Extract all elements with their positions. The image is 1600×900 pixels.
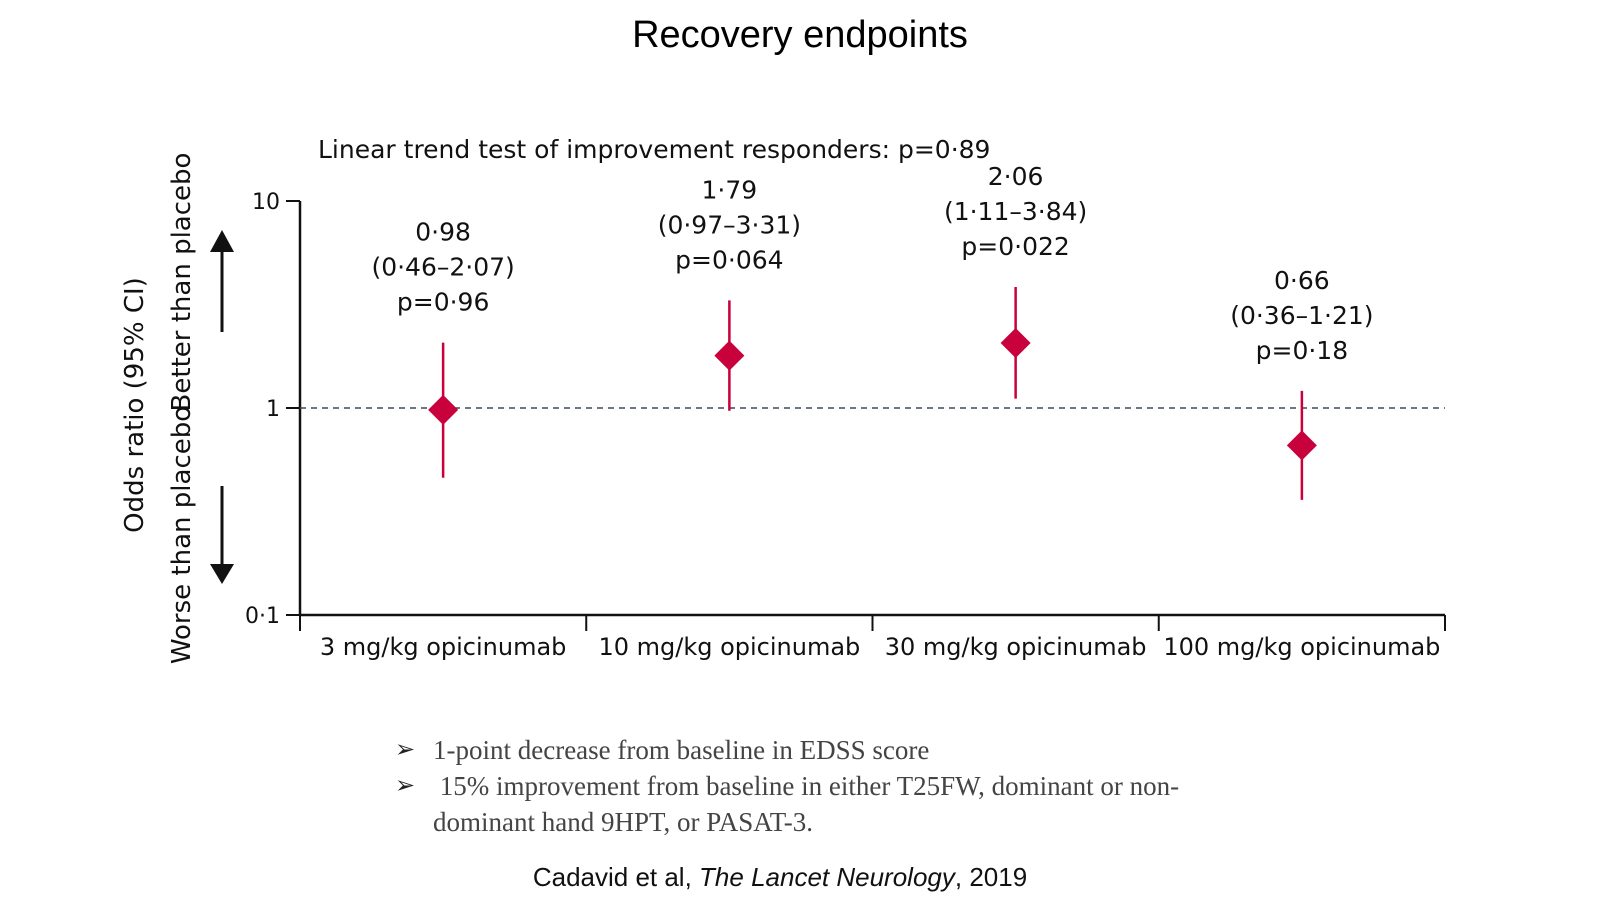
y-tick-label: 10 bbox=[252, 190, 280, 215]
or-value-label: 0·66 bbox=[1274, 266, 1330, 295]
direction-label-better: Better than placebo bbox=[167, 153, 197, 412]
bullet-list: ➢ 1-point decrease from baseline in EDSS… bbox=[395, 732, 1195, 840]
or-value-label: 0·98 bbox=[415, 218, 471, 247]
chart-subtitle: Linear trend test of improvement respond… bbox=[318, 135, 990, 164]
p-value-label: p=0·022 bbox=[961, 232, 1069, 261]
ci-value-label: (0·36–1·21) bbox=[1230, 301, 1373, 330]
bullet-text: 1-point decrease from baseline in EDSS s… bbox=[433, 735, 930, 765]
or-diamond-marker bbox=[1000, 328, 1031, 359]
bullet-text: 15% improvement from baseline in either … bbox=[433, 771, 1180, 837]
odds-ratio-chart: Linear trend test of improvement respond… bbox=[120, 135, 1446, 664]
x-category-label: 10 mg/kg opicinumab bbox=[598, 633, 860, 661]
x-category-label: 30 mg/kg opicinumab bbox=[885, 633, 1147, 661]
bullet-item: ➢ 1-point decrease from baseline in EDSS… bbox=[395, 732, 1195, 768]
citation-year: , 2019 bbox=[954, 862, 1028, 892]
ci-value-label: (0·97–3·31) bbox=[658, 210, 801, 239]
y-tick-label: 1 bbox=[266, 397, 280, 422]
x-category-label: 3 mg/kg opicinumab bbox=[320, 633, 567, 661]
arrow-bullet-icon: ➢ bbox=[395, 737, 416, 763]
direction-label-worse: Worse than placebo bbox=[167, 406, 197, 664]
p-value-label: p=0·18 bbox=[1256, 336, 1348, 365]
ci-value-label: (1·11–3·84) bbox=[944, 197, 1087, 226]
slide-title: Recovery endpoints bbox=[632, 14, 968, 56]
or-diamond-marker bbox=[428, 394, 459, 425]
or-diamond-marker bbox=[1286, 430, 1317, 461]
or-value-label: 2·06 bbox=[988, 162, 1044, 191]
p-value-label: p=0·064 bbox=[675, 245, 783, 274]
bullet-item: ➢ 15% improvement from baseline in eithe… bbox=[395, 768, 1195, 840]
or-value-label: 1·79 bbox=[702, 175, 758, 204]
citation: Cadavid et al, The Lancet Neurology, 201… bbox=[0, 862, 1560, 893]
ci-value-label: (0·46–2·07) bbox=[371, 253, 514, 282]
citation-journal: The Lancet Neurology bbox=[699, 862, 955, 892]
citation-authors: Cadavid et al, bbox=[532, 862, 700, 892]
y-tick-label: 0·1 bbox=[245, 604, 280, 629]
p-value-label: p=0·96 bbox=[397, 288, 489, 317]
arrow-bullet-icon: ➢ bbox=[395, 773, 416, 799]
x-category-label: 100 mg/kg opicinumab bbox=[1163, 633, 1440, 661]
arrow-down-icon bbox=[210, 564, 234, 584]
y-axis-label: Odds ratio (95% CI) bbox=[120, 277, 150, 533]
arrow-up-icon bbox=[210, 230, 234, 252]
or-diamond-marker bbox=[714, 340, 745, 371]
